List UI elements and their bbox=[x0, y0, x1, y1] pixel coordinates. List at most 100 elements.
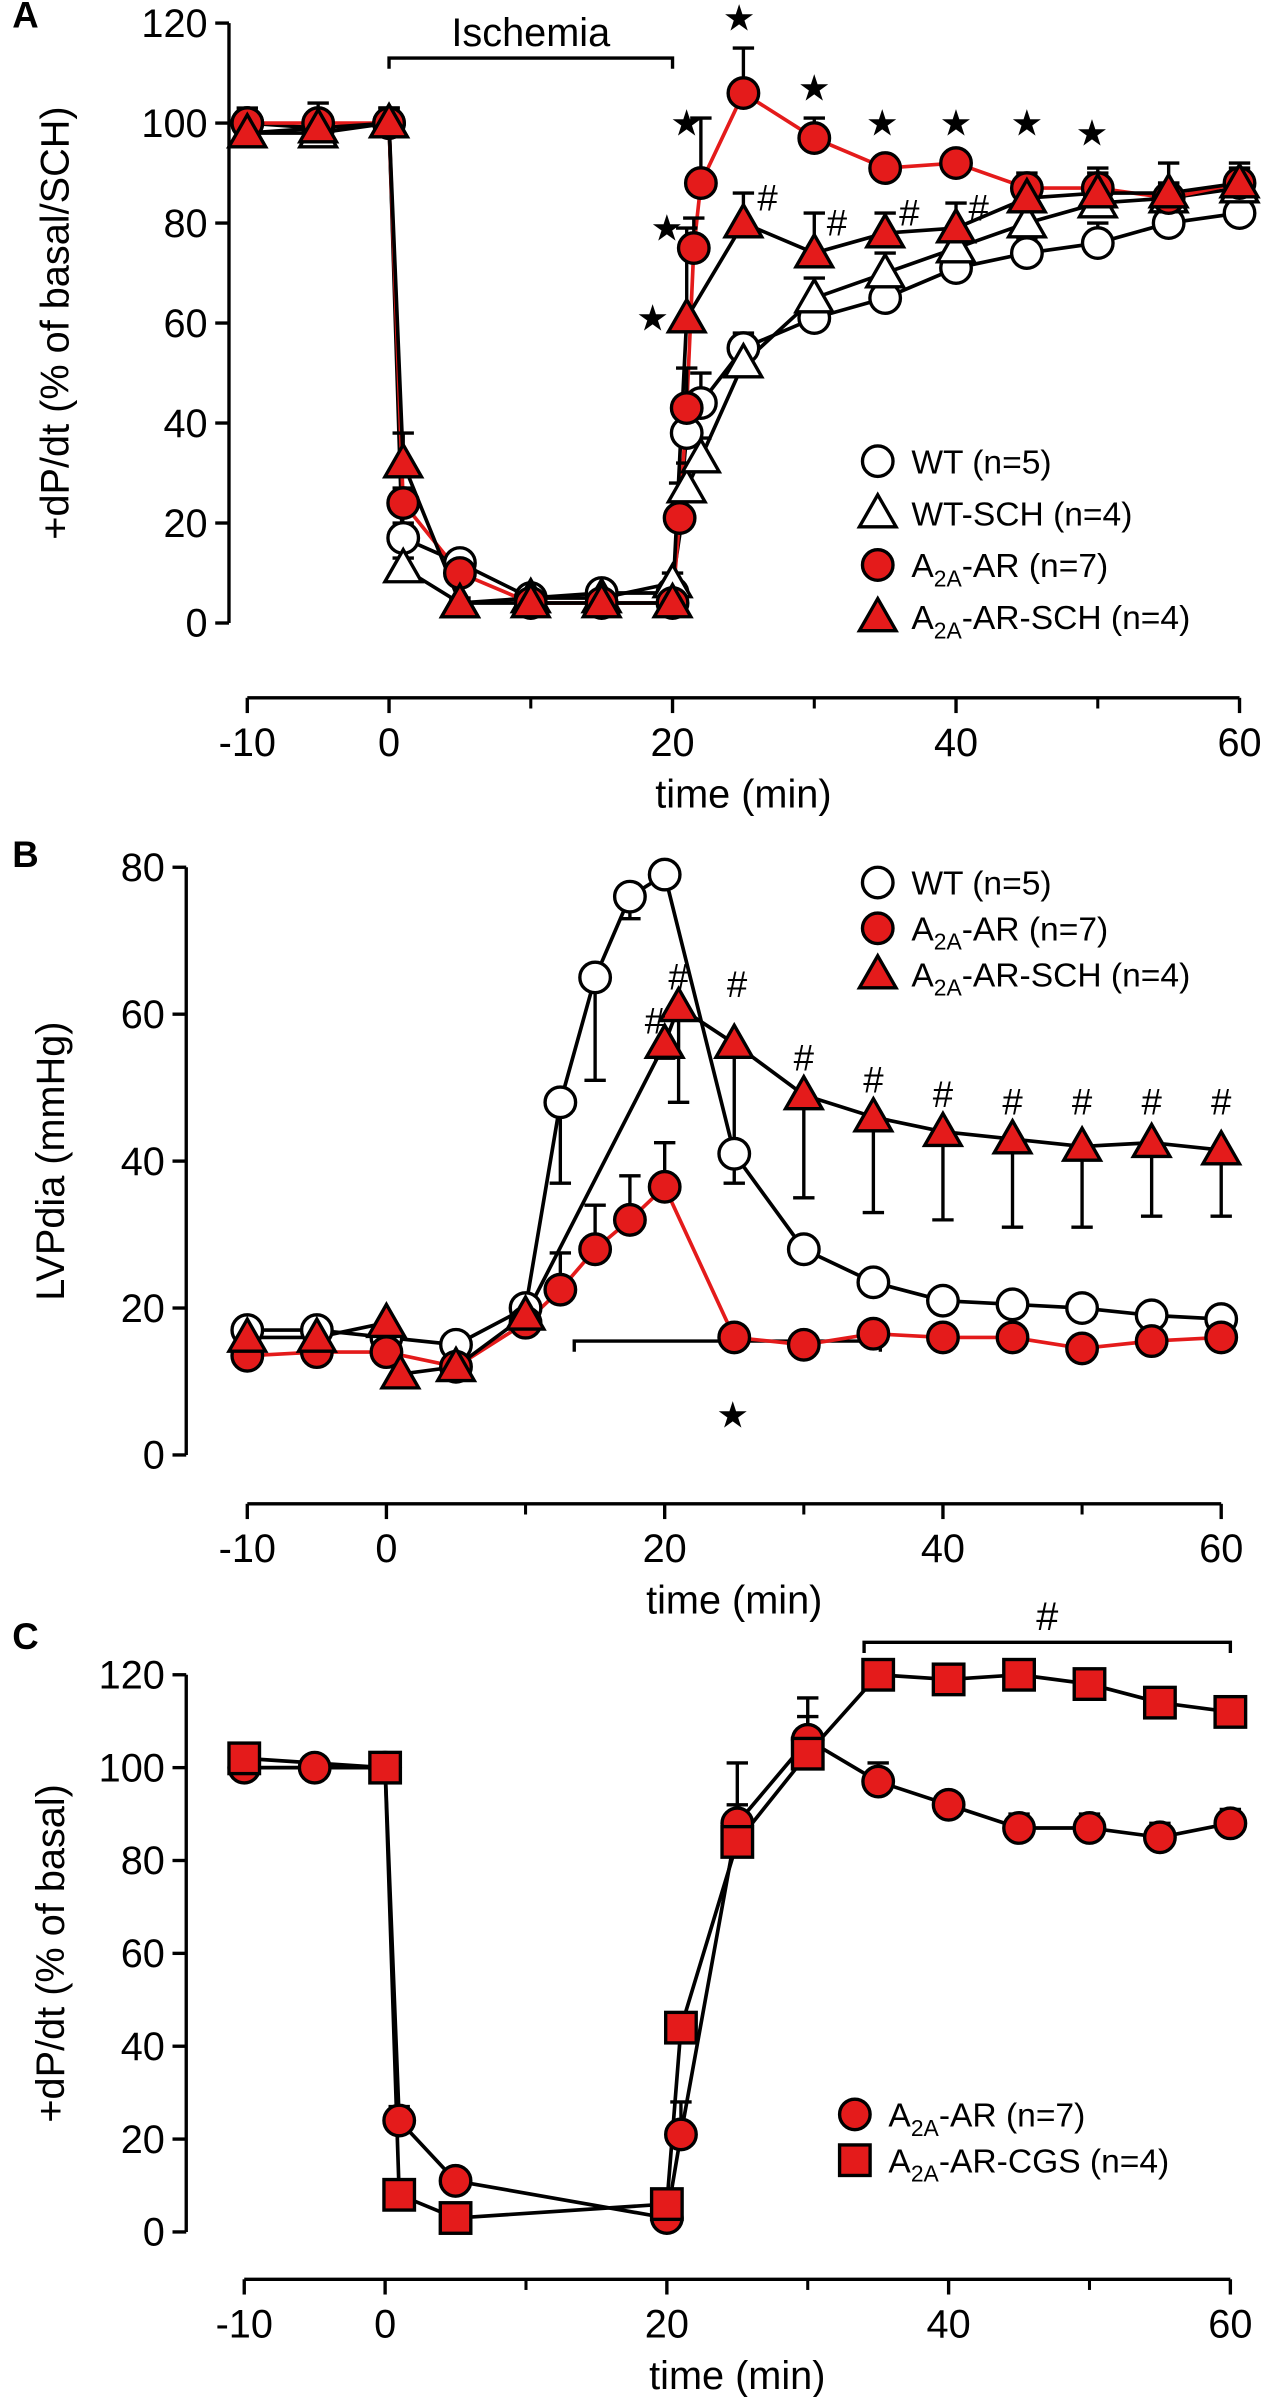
legend-marker bbox=[856, 952, 899, 990]
data-point bbox=[669, 391, 704, 425]
data-point bbox=[863, 251, 907, 289]
legend-label: A2A-AR-CGS (n=4) bbox=[888, 2143, 1169, 2186]
data-point bbox=[1130, 1121, 1173, 1159]
data-point bbox=[578, 960, 613, 995]
data-point bbox=[1005, 201, 1049, 239]
y-tick-label: 100 bbox=[141, 102, 207, 146]
annotation: # bbox=[827, 202, 848, 243]
legend-marker bbox=[860, 865, 895, 900]
data-point bbox=[717, 1136, 752, 1171]
data-point bbox=[227, 1741, 262, 1776]
data-point bbox=[1002, 1811, 1036, 1845]
data-point bbox=[226, 1315, 269, 1353]
bracket bbox=[387, 56, 675, 69]
annotation: ★ bbox=[723, 0, 756, 38]
data-point bbox=[679, 436, 723, 474]
data-point bbox=[649, 2187, 684, 2222]
data-point bbox=[939, 146, 973, 181]
annotation: # bbox=[794, 1037, 815, 1078]
data-point bbox=[793, 231, 836, 269]
x-axis-label: time (min) bbox=[646, 1579, 822, 1623]
x-tick-label: 0 bbox=[374, 2302, 396, 2346]
y-tick-label: 20 bbox=[121, 2118, 165, 2162]
data-point bbox=[382, 441, 425, 479]
annotation: # bbox=[1072, 1082, 1093, 1123]
data-point bbox=[643, 1021, 686, 1059]
data-point bbox=[861, 1764, 896, 1799]
legend-marker bbox=[837, 2097, 872, 2132]
panel-chart: C 0 20 40 60 80 100 120 -10 0 20 40 60 time (min) +dP/… bbox=[12, 1595, 1252, 2397]
data-point bbox=[438, 2163, 473, 2198]
legend-label: A2A-AR (n=7) bbox=[911, 912, 1108, 955]
annotation: # bbox=[668, 957, 689, 998]
data-point bbox=[657, 985, 700, 1023]
data-point bbox=[1147, 171, 1190, 209]
data-point bbox=[612, 879, 647, 914]
data-point bbox=[543, 1272, 578, 1307]
data-point bbox=[296, 106, 340, 144]
x-tick-label: 20 bbox=[645, 2302, 689, 2346]
data-point bbox=[665, 296, 708, 334]
data-point bbox=[722, 201, 765, 239]
y-tick-label: 20 bbox=[121, 1287, 165, 1331]
y-tick-label: 60 bbox=[121, 993, 165, 1037]
data-point bbox=[995, 1287, 1030, 1322]
data-point bbox=[797, 121, 832, 156]
data-point bbox=[1080, 226, 1115, 261]
x-tick-label: 20 bbox=[643, 1527, 687, 1571]
y-tick-label: 80 bbox=[163, 202, 207, 246]
x-tick-label: 0 bbox=[378, 721, 400, 765]
data-point bbox=[438, 2201, 473, 2235]
y-tick-label: 120 bbox=[99, 1654, 165, 1698]
x-tick-label: 20 bbox=[650, 721, 694, 765]
annotation: ★ bbox=[650, 207, 683, 248]
data-point bbox=[852, 1095, 895, 1133]
data-point bbox=[1060, 1124, 1104, 1162]
data-point bbox=[717, 1320, 752, 1355]
data-point bbox=[683, 166, 718, 201]
data-point bbox=[1065, 1291, 1100, 1325]
data-point bbox=[782, 1073, 826, 1111]
annotation: ★ bbox=[940, 102, 973, 143]
data-point bbox=[295, 1315, 339, 1353]
legend-marker bbox=[856, 491, 899, 529]
legend-label: WT (n=5) bbox=[911, 444, 1051, 481]
data-point bbox=[856, 1316, 891, 1351]
data-point bbox=[1204, 1320, 1239, 1355]
data-point bbox=[382, 2177, 417, 2212]
data-point bbox=[926, 1283, 960, 1318]
x-tick-label: 0 bbox=[375, 1527, 397, 1571]
legend: A2A-AR (n=7)A2A-AR-CGS (n=4) bbox=[837, 2097, 1169, 2187]
y-tick-label: 0 bbox=[186, 602, 208, 646]
annotation: # bbox=[645, 1001, 666, 1042]
annotation: ★ bbox=[798, 67, 831, 108]
data-point bbox=[438, 581, 482, 619]
annotation: ★ bbox=[1010, 102, 1043, 143]
data-point bbox=[934, 226, 978, 264]
legend-marker bbox=[860, 548, 895, 582]
data-point bbox=[379, 1352, 422, 1390]
data-point bbox=[856, 1265, 891, 1300]
data-point bbox=[676, 231, 711, 266]
bracket-label: Ischemia bbox=[451, 11, 611, 55]
y-axis-label: +dP/dt (% of basal/SCH) bbox=[34, 106, 78, 539]
data-point bbox=[931, 1662, 966, 1697]
error-bar bbox=[584, 977, 606, 1082]
data-point bbox=[1134, 1324, 1169, 1359]
x-tick-label: 60 bbox=[1199, 1527, 1243, 1571]
error-bar bbox=[862, 1117, 885, 1215]
x-tick-label: 40 bbox=[934, 721, 978, 765]
annotation: # bbox=[933, 1074, 954, 1115]
data-point bbox=[1072, 1667, 1107, 1702]
data-point bbox=[1199, 1128, 1243, 1166]
y-tick-label: 0 bbox=[143, 1434, 165, 1478]
panel-letter: A bbox=[12, 0, 38, 36]
x-tick-label: 40 bbox=[921, 1527, 965, 1571]
y-axis-label: +dP/dt (% of basal) bbox=[29, 1784, 73, 2123]
legend-label: A2A-AR-SCH (n=4) bbox=[911, 600, 1190, 643]
data-point bbox=[991, 1117, 1034, 1155]
data-point bbox=[665, 466, 708, 504]
y-tick-label: 20 bbox=[163, 502, 207, 546]
